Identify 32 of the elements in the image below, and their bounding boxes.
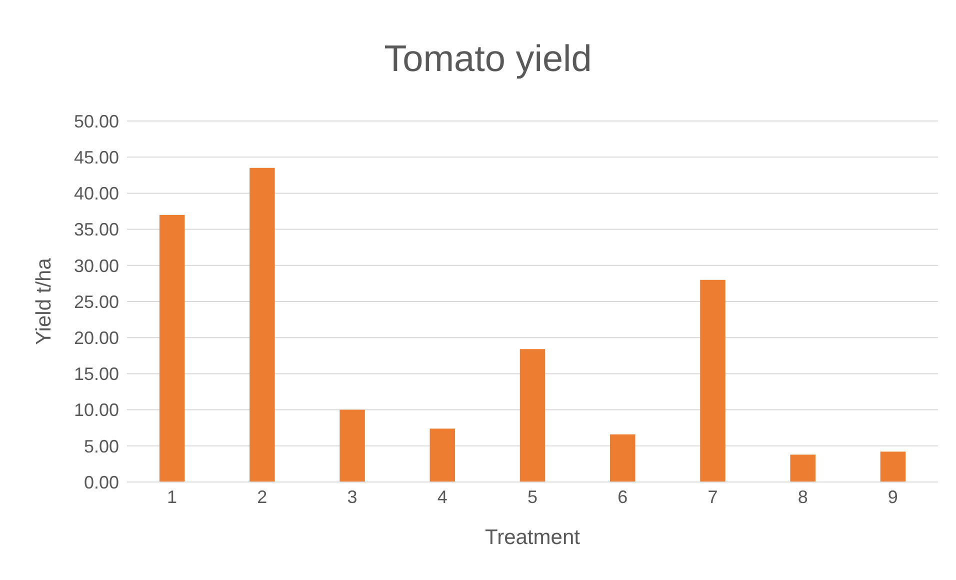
bar <box>340 410 365 482</box>
x-tick-label: 8 <box>798 486 808 507</box>
x-tick-label: 2 <box>257 486 268 507</box>
x-tick-label: 3 <box>347 486 358 507</box>
bar <box>880 452 906 482</box>
y-tick-label: 30.00 <box>74 256 119 276</box>
y-tick-label: 10.00 <box>74 400 119 420</box>
y-tick-label: 35.00 <box>74 220 119 240</box>
bar <box>520 349 546 482</box>
x-tick-label: 9 <box>888 486 898 507</box>
x-tick-label: 5 <box>527 486 538 507</box>
y-tick-label: 5.00 <box>84 436 119 456</box>
y-tick-label: 20.00 <box>74 328 119 348</box>
x-tick-label: 7 <box>708 486 718 507</box>
bar <box>610 434 636 482</box>
x-tick-label: 1 <box>167 486 178 507</box>
chart-title: Tomato yield <box>383 38 593 80</box>
bar <box>159 214 185 482</box>
y-tick-label: 25.00 <box>74 292 119 312</box>
y-tick-label: 45.00 <box>74 147 119 168</box>
x-tick-label: 6 <box>618 486 628 507</box>
y-tick-label: 40.00 <box>74 184 119 204</box>
x-tick-label: 4 <box>437 486 448 507</box>
x-axis-title: Treatment <box>485 526 580 549</box>
y-axis-title: Yield t/ha <box>32 258 56 345</box>
y-tick-label: 0.00 <box>84 472 119 492</box>
y-tick-label: 50.00 <box>74 111 119 132</box>
bar <box>430 428 456 482</box>
bar <box>250 168 275 482</box>
bar <box>700 280 726 482</box>
y-tick-label: 15.00 <box>74 364 119 384</box>
bar <box>790 454 816 482</box>
